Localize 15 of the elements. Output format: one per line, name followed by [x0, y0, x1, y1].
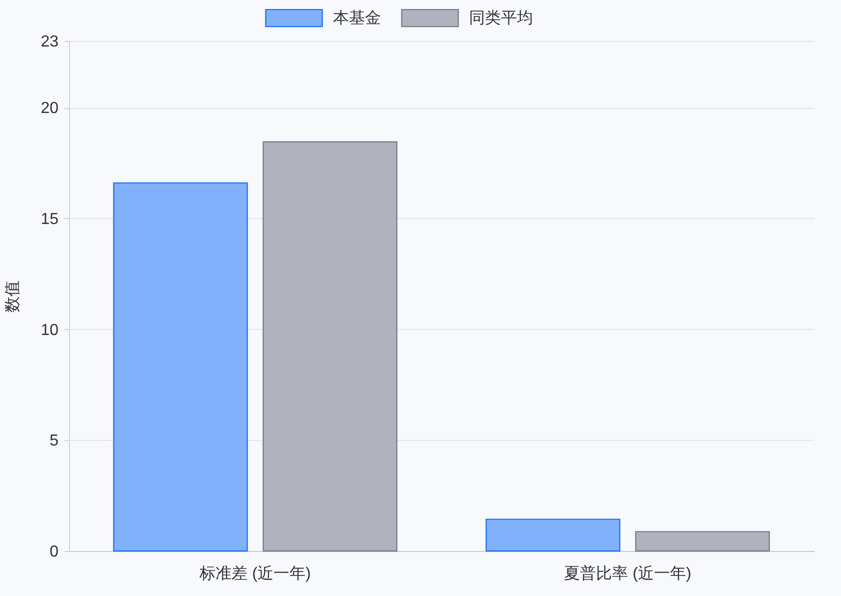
bar	[262, 141, 398, 552]
legend-label: 同类平均	[469, 9, 533, 28]
y-tick-label: 20	[40, 100, 59, 118]
y-tick-label: 10	[40, 322, 59, 339]
y-tick-label: 23	[40, 34, 59, 50]
bar	[635, 531, 770, 552]
y-tick-label: 0	[50, 544, 59, 560]
bar	[486, 518, 620, 552]
legend-label: 本基金	[333, 9, 381, 28]
bar	[113, 182, 248, 552]
x-tick-label: 夏普比率 (近一年)	[564, 564, 692, 582]
x-tick-label: 标准差 (近一年)	[198, 564, 311, 582]
y-tick-label: 5	[50, 432, 59, 450]
y-tick-label: 15	[40, 210, 59, 228]
y-axis-title: 数值	[4, 280, 22, 312]
